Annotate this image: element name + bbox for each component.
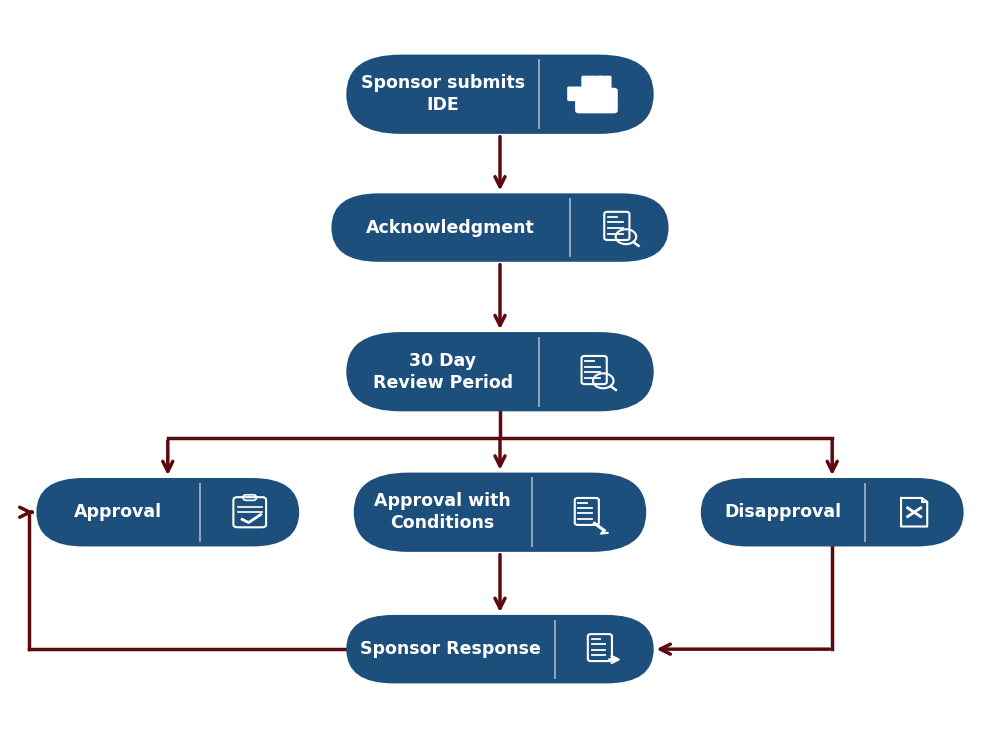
FancyBboxPatch shape: [581, 76, 594, 92]
Text: Disapproval: Disapproval: [724, 503, 841, 521]
FancyBboxPatch shape: [346, 332, 654, 411]
FancyBboxPatch shape: [590, 76, 603, 92]
Text: Approval with
Conditions: Approval with Conditions: [374, 492, 511, 532]
Text: Sponsor Response: Sponsor Response: [360, 640, 541, 658]
FancyBboxPatch shape: [36, 478, 299, 547]
FancyBboxPatch shape: [701, 478, 964, 547]
FancyBboxPatch shape: [354, 472, 646, 552]
FancyBboxPatch shape: [599, 76, 612, 92]
Text: Acknowledgment: Acknowledgment: [366, 219, 535, 237]
Text: Approval: Approval: [74, 503, 162, 521]
FancyBboxPatch shape: [331, 193, 669, 262]
FancyBboxPatch shape: [575, 87, 618, 113]
Text: Sponsor submits
IDE: Sponsor submits IDE: [361, 74, 525, 114]
FancyBboxPatch shape: [346, 615, 654, 683]
Text: 30 Day
Review Period: 30 Day Review Period: [373, 351, 513, 391]
FancyBboxPatch shape: [567, 87, 582, 101]
FancyBboxPatch shape: [346, 55, 654, 134]
